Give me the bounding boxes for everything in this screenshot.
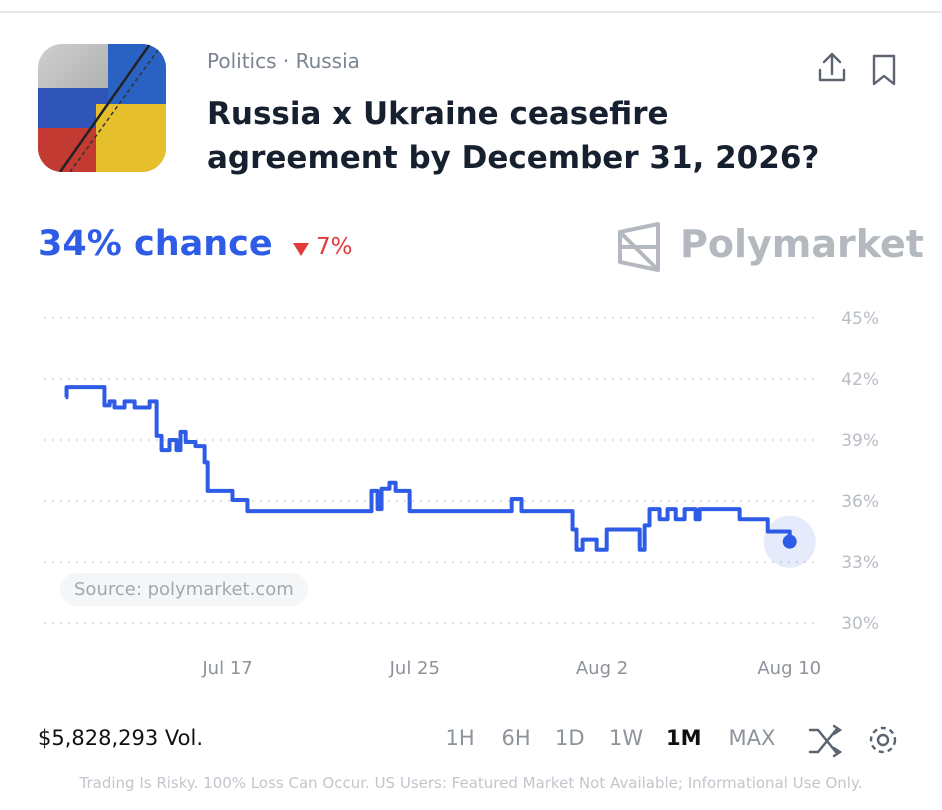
y-tick-label: 39% xyxy=(841,431,879,451)
bookmark-icon[interactable] xyxy=(872,54,896,86)
shuffle-icon[interactable] xyxy=(808,724,843,758)
volume: $5,828,293 Vol. xyxy=(38,726,204,750)
y-tick-label: 30% xyxy=(841,614,879,634)
end-dot xyxy=(782,534,797,549)
source: Source: polymarket.com xyxy=(60,573,308,606)
down-arrow xyxy=(293,243,309,256)
range-button[interactable]: 1D xyxy=(555,726,585,750)
change: 7% xyxy=(316,234,353,260)
market-title: Russia x Ukraine ceasefire agreement by … xyxy=(207,96,820,176)
y-tick-label: 33% xyxy=(841,553,879,573)
category: Politics · Russia xyxy=(207,49,360,73)
price-line xyxy=(64,385,792,552)
range-button[interactable]: MAX xyxy=(728,726,776,750)
range-button[interactable]: 1M xyxy=(666,726,702,750)
brand: Polymarket xyxy=(680,222,924,266)
chance: 34% chance xyxy=(38,224,273,264)
disclaimer: Trading Is Risky. 100% Loss Can Occur. U… xyxy=(79,774,863,792)
market-icon xyxy=(38,44,166,172)
y-tick-label: 45% xyxy=(841,309,879,329)
x-tick-label: Jul 25 xyxy=(389,658,440,679)
share-icon[interactable] xyxy=(818,52,846,82)
settings-icon[interactable] xyxy=(869,726,897,754)
x-tick-label: Aug 2 xyxy=(576,658,628,679)
x-tick-label: Jul 17 xyxy=(201,658,252,679)
y-tick-label: 42% xyxy=(841,370,879,390)
range-button[interactable]: 6H xyxy=(501,726,531,750)
y-tick-label: 36% xyxy=(841,492,879,512)
range-button[interactable]: 1W xyxy=(609,726,644,750)
brand-logo xyxy=(618,222,660,272)
range-button[interactable]: 1H xyxy=(445,726,475,750)
x-tick-label: Aug 10 xyxy=(757,658,821,679)
